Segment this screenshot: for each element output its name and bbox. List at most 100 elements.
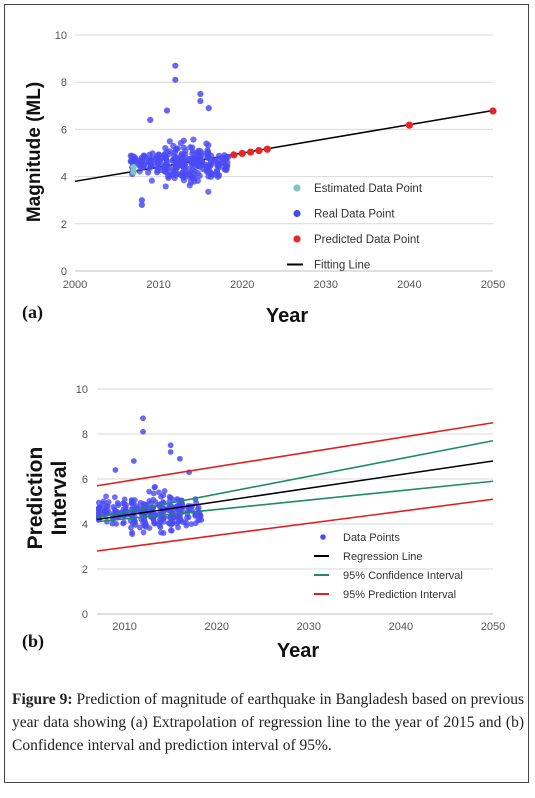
panel-a-real-data-point bbox=[189, 148, 196, 155]
panel-b-data-point bbox=[120, 520, 127, 527]
panel-a-y-tick-label: 6 bbox=[61, 124, 67, 136]
panel-b-prediction-interval-upper bbox=[96, 421, 494, 487]
panel-b-data-point bbox=[167, 442, 174, 449]
panel-a-chart: 0 2 4 6 8 10 2000 2010 2020 2030 2040 2050 Estimate… bbox=[22, 30, 505, 327]
panel-a-real-data-point bbox=[205, 105, 212, 112]
panel-a-predicted-data-point bbox=[263, 145, 271, 153]
panel-b-legend-label: Regression Line bbox=[343, 551, 423, 563]
panel-b-data-point bbox=[176, 517, 183, 524]
panel-a-x-tick-label: 2010 bbox=[146, 279, 170, 291]
panel-a-real-data-point bbox=[162, 183, 169, 190]
panel-a-legend-marker bbox=[293, 235, 301, 243]
panel-a-predicted-data-point bbox=[255, 147, 263, 155]
panel-b-data-point bbox=[175, 524, 181, 531]
panel-a-real-data-point bbox=[156, 161, 163, 168]
panel-a-estimated-data-point bbox=[130, 168, 137, 176]
panel-b-chart: 0 2 4 6 8 10 2010 2020 2030 2040 2050 Data Points R… bbox=[22, 384, 505, 662]
panel-b-label: (b) bbox=[22, 631, 44, 652]
panel-a-real-data-point bbox=[181, 174, 188, 181]
panel-a-real-data-point bbox=[186, 165, 193, 173]
panel-b-data-point bbox=[156, 519, 163, 526]
panel-a-real-data-point bbox=[180, 151, 187, 159]
panel-b-data-point bbox=[192, 520, 199, 527]
panel-b-data-point bbox=[136, 524, 143, 531]
panel-b-data-point bbox=[184, 514, 190, 521]
panel-a-real-data-point bbox=[129, 158, 136, 165]
panel-b-data-point bbox=[95, 508, 102, 515]
panel-a-real-data-point bbox=[127, 152, 134, 159]
panel-a-real-data-point bbox=[177, 156, 185, 164]
panel-a-real-data-point bbox=[171, 149, 179, 156]
panel-a-predicted-data-point bbox=[405, 121, 413, 129]
panel-b-y-tick-label: 8 bbox=[82, 429, 88, 441]
panel-a-real-data-point bbox=[138, 162, 145, 169]
panel-a-real-data-point bbox=[205, 188, 212, 195]
panel-b-confidence-interval-upper bbox=[96, 439, 494, 519]
panel-b-data-point bbox=[155, 489, 162, 496]
panel-a-predicted-data-point bbox=[238, 149, 246, 158]
panel-a-y-tick-label: 2 bbox=[61, 219, 67, 231]
panel-a-real-data-point bbox=[205, 150, 212, 157]
panel-a-real-data-point bbox=[166, 164, 173, 171]
panel-a-real-data-point bbox=[138, 197, 145, 204]
panel-a-legend-label: Estimated Data Point bbox=[314, 183, 423, 195]
panel-b-data-point bbox=[192, 512, 199, 519]
panel-a-real-data-point bbox=[180, 144, 188, 151]
panel-a-real-data-point bbox=[214, 162, 221, 169]
panel-a-real-data-point bbox=[166, 150, 173, 157]
panel-b-data-point bbox=[197, 512, 204, 518]
panel-a-real-data-point bbox=[190, 136, 197, 143]
panel-a-real-data-point bbox=[196, 153, 203, 160]
panel-b-prediction-interval-lower bbox=[96, 498, 494, 552]
panel-a-real-data-point bbox=[172, 62, 179, 69]
panel-a-real-data-point bbox=[171, 155, 178, 163]
panel-a-real-data-point bbox=[197, 90, 204, 98]
panel-a-predicted-data-point bbox=[230, 151, 238, 159]
panel-b-data-point bbox=[161, 488, 168, 494]
panel-a-y-tick-label: 8 bbox=[61, 77, 67, 89]
panel-b-confidence-interval-lower bbox=[96, 480, 494, 523]
panel-b-data-point bbox=[140, 415, 146, 422]
panel-a-real-data-point bbox=[181, 161, 189, 168]
panel-b-data-point bbox=[104, 506, 111, 513]
panel-b-x-tick-label: 2010 bbox=[112, 621, 136, 633]
panel-a-real-data-point bbox=[163, 107, 171, 114]
panel-b-data-point bbox=[152, 520, 158, 527]
panel-a-real-data-point bbox=[195, 160, 202, 167]
panel-a-real-data-point bbox=[161, 165, 168, 172]
panel-a-real-data-point bbox=[212, 156, 219, 163]
panel-b-data-point bbox=[166, 493, 173, 500]
panel-b-y-axis-label-line1: Prediction bbox=[24, 447, 47, 550]
panel-a-real-data-point bbox=[222, 156, 230, 163]
panel-a-real-data-point bbox=[138, 201, 145, 209]
panel-b-data-point bbox=[103, 493, 109, 500]
panel-b-legend-label: 95% Prediction Interval bbox=[343, 589, 456, 601]
panel-b-data-point bbox=[195, 504, 202, 511]
panel-b-y-tick-label: 4 bbox=[82, 519, 88, 531]
panel-a-real-data-point bbox=[206, 155, 213, 162]
panel-a-real-data-point bbox=[203, 140, 210, 147]
panel-a-real-data-point bbox=[147, 116, 154, 124]
panel-b-data-point bbox=[176, 455, 183, 462]
panel-b-legend-label: 95% Confidence Interval bbox=[343, 570, 463, 582]
panel-a-legend-marker bbox=[293, 184, 301, 192]
panel-b-data-point bbox=[104, 502, 111, 509]
panel-b-y-tick-label: 10 bbox=[76, 384, 88, 396]
panel-a-x-tick-label: 2030 bbox=[314, 279, 338, 291]
panel-b-data-point bbox=[128, 497, 135, 504]
panel-a-real-data-point bbox=[172, 76, 179, 83]
panel-a-real-data-point bbox=[140, 152, 147, 159]
panel-b-x-tick-label: 2040 bbox=[389, 621, 413, 633]
panel-b-data-point bbox=[131, 518, 138, 525]
panel-a-real-data-point bbox=[147, 156, 154, 164]
panel-b-data-point bbox=[158, 529, 164, 536]
panel-b-data-point bbox=[121, 500, 128, 507]
panel-b-y-tick-label: 0 bbox=[82, 609, 88, 621]
panel-a-x-axis-label: Year bbox=[266, 305, 308, 327]
panel-b-data-point bbox=[137, 499, 144, 506]
panel-b-data-point bbox=[111, 506, 118, 513]
panel-b-data-point bbox=[150, 490, 157, 497]
panel-b-data-point bbox=[146, 525, 153, 531]
panel-a-real-data-point bbox=[197, 97, 204, 105]
